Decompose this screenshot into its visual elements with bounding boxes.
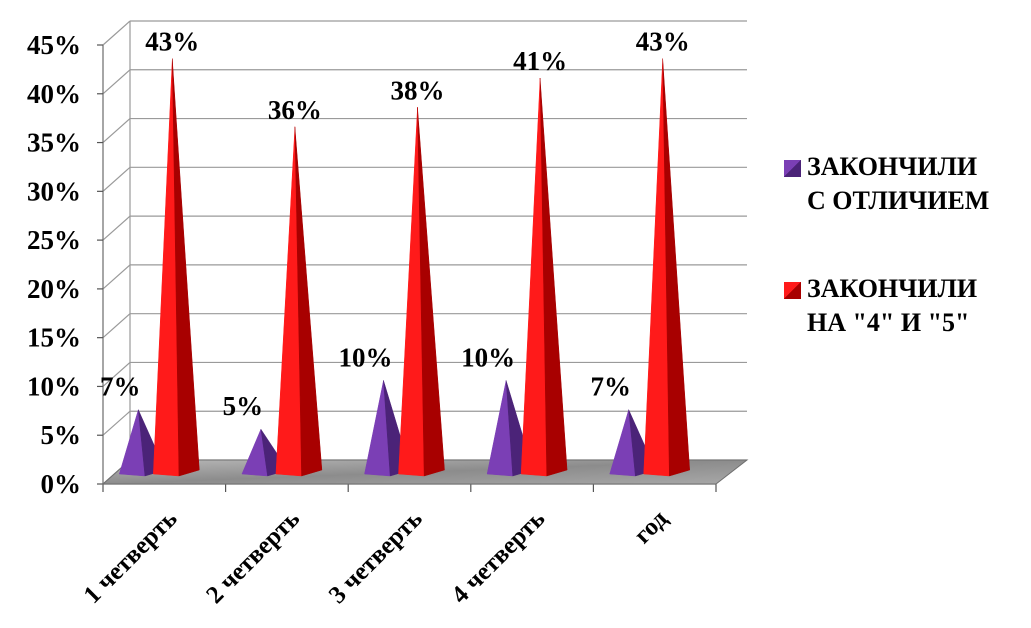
pyramid-good-3 <box>398 107 445 477</box>
gridline-depth <box>102 166 131 192</box>
y-tick-label: 25% <box>27 225 81 255</box>
pyramid-good-5 <box>643 58 690 477</box>
y-tick-label: 10% <box>27 371 81 401</box>
x-category-label: 2 четверть <box>201 505 305 609</box>
y-tick-label: 35% <box>27 128 81 158</box>
y-tick-label: 20% <box>27 274 81 304</box>
gridline-depth <box>102 361 131 387</box>
x-category-label: 4 четверть <box>446 505 550 609</box>
data-label-good-4: 41% <box>513 46 567 76</box>
gridline-depth <box>102 410 131 436</box>
gridline-depth <box>102 313 131 339</box>
gridline-depth <box>102 264 131 290</box>
legend-label: ЗАКОНЧИЛИ С ОТЛИЧИЕМ <box>807 152 990 215</box>
legend: ЗАКОНЧИЛИ С ОТЛИЧИЕМ ЗАКОНЧИЛИ НА "4" И … <box>784 150 1029 394</box>
pyramid-good-2 <box>275 126 323 477</box>
legend-item-excellent: ЗАКОНЧИЛИ С ОТЛИЧИЕМ <box>784 150 1029 218</box>
legend-swatch-purple <box>784 160 801 177</box>
data-label-good-1: 43% <box>145 27 199 57</box>
y-tick-label: 15% <box>27 323 81 353</box>
legend-label: ЗАКОНЧИЛИ НА "4" И "5" <box>807 274 978 337</box>
data-label-good-3: 38% <box>391 75 445 105</box>
gridline-depth <box>102 69 131 95</box>
pyramid-good-4 <box>520 78 568 477</box>
y-axis-ticks: 0% 5% 10% 15% 20% 25% 30% 35% 40% 45% <box>27 30 103 499</box>
gridline-depth <box>102 215 131 241</box>
data-label-good-2: 36% <box>268 95 322 125</box>
y-tick-label: 5% <box>41 420 82 450</box>
gridline-depth <box>102 118 131 144</box>
data-label-excellent-3: 10% <box>339 342 393 372</box>
data-labels: 7% 43% 5% 36% 10% 38% 10% 41% 7% 43% <box>100 27 690 422</box>
pyramids <box>118 58 690 477</box>
data-label-excellent-4: 10% <box>461 342 515 372</box>
pyramid-good-1 <box>153 58 200 477</box>
legend-item-good: ЗАКОНЧИЛИ НА "4" И "5" <box>784 272 1029 340</box>
data-label-good-5: 43% <box>636 27 690 57</box>
y-tick-label: 45% <box>27 30 81 60</box>
y-tick-label: 40% <box>27 79 81 109</box>
y-tick-label: 30% <box>27 176 81 206</box>
data-label-excellent-1: 7% <box>100 372 141 402</box>
x-category-label: 3 четверть <box>324 505 428 609</box>
x-category-label: 1 четверть <box>79 505 183 609</box>
gridline-depth <box>102 20 131 46</box>
x-axis-categories: 1 четверть 2 четверть 3 четверть 4 четверть… <box>79 505 674 609</box>
gridlines <box>102 20 747 485</box>
data-label-excellent-2: 5% <box>223 391 264 421</box>
legend-swatch-red <box>784 282 801 299</box>
data-label-excellent-5: 7% <box>590 372 631 402</box>
x-category-label: год <box>629 505 673 549</box>
y-tick-label: 0% <box>41 469 82 499</box>
